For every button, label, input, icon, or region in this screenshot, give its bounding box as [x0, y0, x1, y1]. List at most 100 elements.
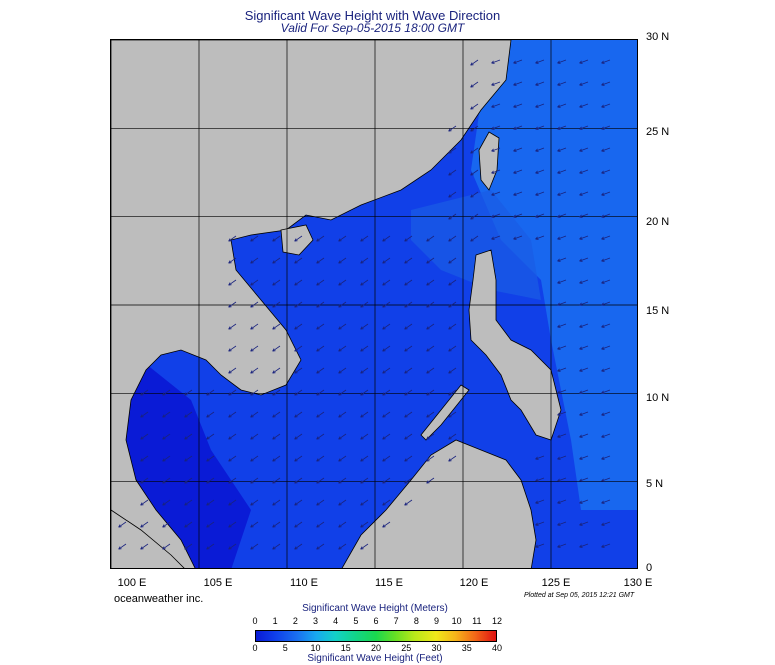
wave-arrow [513, 235, 523, 240]
wave-arrow [382, 433, 391, 440]
wave-arrow [228, 257, 237, 264]
wave-arrow-head [404, 238, 407, 242]
wave-arrow [184, 499, 193, 506]
wave-arrow [184, 543, 193, 550]
wave-arrow-head [426, 260, 429, 264]
wave-arrow [382, 521, 391, 528]
legend-meter-tick: 10 [451, 616, 462, 626]
wave-arrow-head [294, 370, 297, 374]
wave-arrow [162, 477, 171, 484]
wave-arrow-head [535, 170, 538, 174]
wave-arrow [579, 103, 589, 108]
wave-arrow [316, 257, 325, 264]
wave-arrow [470, 213, 479, 220]
wave-arrow [426, 257, 435, 264]
wave-arrow [448, 147, 457, 154]
valid-time-subtitle: Valid For Sep-05-2015 18:00 GMT [280, 21, 465, 35]
wave-arrow-head [272, 480, 275, 484]
wave-arrow [557, 191, 567, 196]
wave-arrow [404, 323, 413, 330]
wave-arrow-head [250, 480, 253, 484]
wave-arrow-head [601, 170, 604, 174]
wave-arrow [557, 125, 567, 130]
wave-arrow-head [316, 524, 319, 528]
wave-arrow [382, 235, 391, 242]
wave-arrow [426, 411, 435, 418]
wave-arrow [294, 477, 303, 484]
wave-arrow-head [338, 282, 341, 286]
wave-arrow-head [491, 148, 494, 152]
wave-arrow-head [162, 458, 165, 462]
wave-arrow-head [579, 236, 582, 240]
wave-arrow-head [491, 104, 494, 108]
wave-arrow-head [294, 480, 297, 484]
wave-arrow-head [579, 500, 582, 504]
wave-arrow-head [360, 436, 363, 440]
wave-arrow [360, 477, 369, 484]
wave-arrow-head [316, 238, 319, 242]
wave-arrow [140, 411, 149, 418]
wave-arrow [250, 279, 259, 286]
wave-arrow [250, 455, 259, 462]
wave-arrow [382, 279, 391, 286]
wave-arrow [294, 499, 303, 506]
wave-arrow [294, 433, 303, 440]
legend-title-meters: Significant Wave Height (Meters) [302, 603, 448, 614]
wave-arrow-head [557, 82, 560, 86]
wave-arrow-head [448, 304, 451, 308]
wave-arrow [316, 323, 325, 330]
wave-arrow [294, 323, 303, 330]
wave-arrow-head [491, 126, 494, 130]
wave-arrow [382, 301, 391, 308]
legend-feet-tick: 30 [431, 643, 442, 653]
wave-arrow [557, 455, 567, 460]
wave-arrow-head [140, 392, 143, 396]
wave-arrow [426, 235, 435, 242]
wave-arrow [162, 433, 171, 440]
wave-arrow-head [294, 260, 297, 264]
wave-arrow-head [601, 522, 604, 526]
wave-arrow [360, 279, 369, 286]
wave-arrow-head [448, 436, 451, 440]
wave-arrow [250, 543, 259, 550]
lon-label-110e: 110 E [290, 577, 318, 589]
wave-arrow-head [338, 546, 341, 550]
wave-arrow [382, 345, 391, 352]
wave-arrow-head [491, 60, 494, 64]
wave-arrow [426, 279, 435, 286]
wave-arrow [338, 477, 347, 484]
wave-arrow-head [557, 456, 560, 460]
wave-arrow [448, 389, 457, 396]
wave-arrow-head [404, 458, 407, 462]
legend-feet-tick: 5 [282, 643, 288, 653]
wave-arrow [513, 169, 523, 174]
taiwan-land [478, 131, 500, 191]
wave-arrow-head [228, 304, 231, 308]
wave-arrow [448, 345, 457, 352]
wave-arrow [470, 191, 479, 198]
wave-arrow-head [470, 216, 473, 220]
wave-arrow [294, 411, 303, 418]
wave-arrow-head [338, 414, 341, 418]
wave-arrow [162, 499, 171, 506]
wave-arrow-head [118, 524, 121, 528]
wave-arrow-head [579, 302, 582, 306]
wave-arrow-head [316, 458, 319, 462]
wave-arrow-head [404, 260, 407, 264]
wave-arrow [535, 103, 545, 108]
wave-arrow [338, 521, 347, 528]
wave-arrow [316, 389, 325, 396]
palawan-land [420, 384, 470, 441]
wave-arrow [162, 455, 171, 462]
wave-arrow [294, 367, 303, 374]
wave-arrow [206, 389, 215, 396]
wave-arrow-head [338, 392, 341, 396]
wave-arrow [579, 147, 589, 152]
lat-label-20n: 20 N [646, 216, 670, 228]
wave-arrow-head [448, 216, 451, 220]
wave-arrow [470, 169, 479, 176]
wave-arrow [601, 103, 611, 108]
legend-feet-tick: 20 [370, 643, 382, 653]
wave-arrow-head [272, 348, 275, 352]
wave-arrow [557, 499, 567, 504]
